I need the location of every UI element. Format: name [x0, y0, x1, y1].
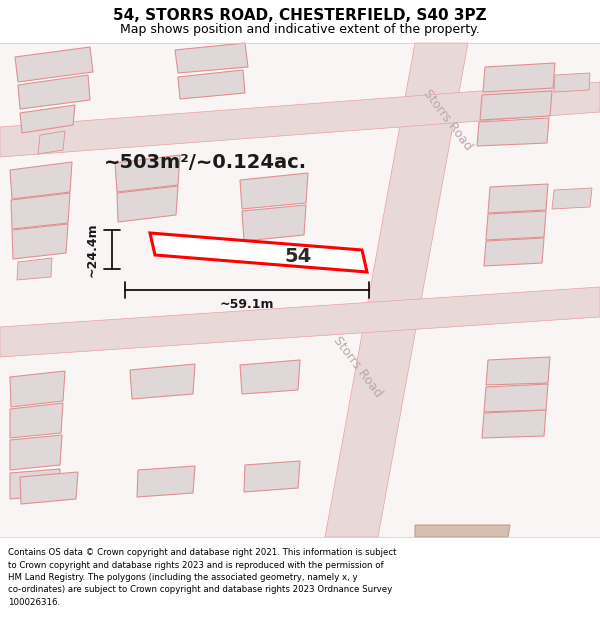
- Text: ~59.1m: ~59.1m: [220, 298, 274, 311]
- Polygon shape: [486, 357, 550, 385]
- Polygon shape: [554, 73, 590, 92]
- Text: HM Land Registry. The polygons (including the associated geometry, namely x, y: HM Land Registry. The polygons (includin…: [8, 573, 358, 582]
- Polygon shape: [480, 91, 552, 120]
- Text: to Crown copyright and database rights 2023 and is reproduced with the permissio: to Crown copyright and database rights 2…: [8, 561, 383, 569]
- Polygon shape: [10, 469, 60, 499]
- Polygon shape: [552, 188, 592, 209]
- Polygon shape: [150, 233, 367, 272]
- Polygon shape: [477, 118, 549, 146]
- Polygon shape: [244, 461, 300, 492]
- Polygon shape: [240, 360, 300, 394]
- Polygon shape: [137, 466, 195, 497]
- Polygon shape: [10, 403, 63, 438]
- Polygon shape: [242, 205, 306, 241]
- Polygon shape: [20, 105, 75, 133]
- Polygon shape: [10, 162, 72, 199]
- Polygon shape: [486, 211, 546, 240]
- Bar: [0, 43, 600, 537]
- Polygon shape: [483, 63, 555, 92]
- Polygon shape: [12, 224, 68, 259]
- Polygon shape: [415, 525, 510, 537]
- Text: Storrs Road: Storrs Road: [421, 87, 475, 153]
- Polygon shape: [178, 70, 245, 99]
- Polygon shape: [240, 173, 308, 209]
- Polygon shape: [482, 410, 546, 438]
- Polygon shape: [11, 193, 70, 229]
- Text: Map shows position and indicative extent of the property.: Map shows position and indicative extent…: [120, 22, 480, 36]
- Text: ~24.4m: ~24.4m: [86, 222, 98, 277]
- Polygon shape: [0, 82, 600, 157]
- Polygon shape: [20, 472, 78, 504]
- Polygon shape: [484, 384, 548, 412]
- Text: 54: 54: [284, 246, 311, 266]
- Polygon shape: [115, 155, 180, 192]
- Text: co-ordinates) are subject to Crown copyright and database rights 2023 Ordnance S: co-ordinates) are subject to Crown copyr…: [8, 586, 392, 594]
- Polygon shape: [488, 184, 548, 213]
- Polygon shape: [38, 131, 65, 154]
- Polygon shape: [484, 238, 544, 266]
- Polygon shape: [18, 75, 90, 109]
- Polygon shape: [10, 371, 65, 407]
- Text: Storrs Road: Storrs Road: [331, 334, 385, 400]
- Text: 100026316.: 100026316.: [8, 598, 60, 607]
- Text: ~503m²/~0.124ac.: ~503m²/~0.124ac.: [103, 154, 307, 173]
- Polygon shape: [15, 47, 93, 82]
- Polygon shape: [130, 364, 195, 399]
- Polygon shape: [0, 287, 600, 357]
- Polygon shape: [117, 186, 178, 222]
- Polygon shape: [325, 43, 468, 537]
- Polygon shape: [175, 43, 248, 73]
- Polygon shape: [17, 258, 52, 280]
- Text: Contains OS data © Crown copyright and database right 2021. This information is : Contains OS data © Crown copyright and d…: [8, 548, 397, 557]
- Polygon shape: [10, 435, 62, 470]
- Text: 54, STORRS ROAD, CHESTERFIELD, S40 3PZ: 54, STORRS ROAD, CHESTERFIELD, S40 3PZ: [113, 8, 487, 22]
